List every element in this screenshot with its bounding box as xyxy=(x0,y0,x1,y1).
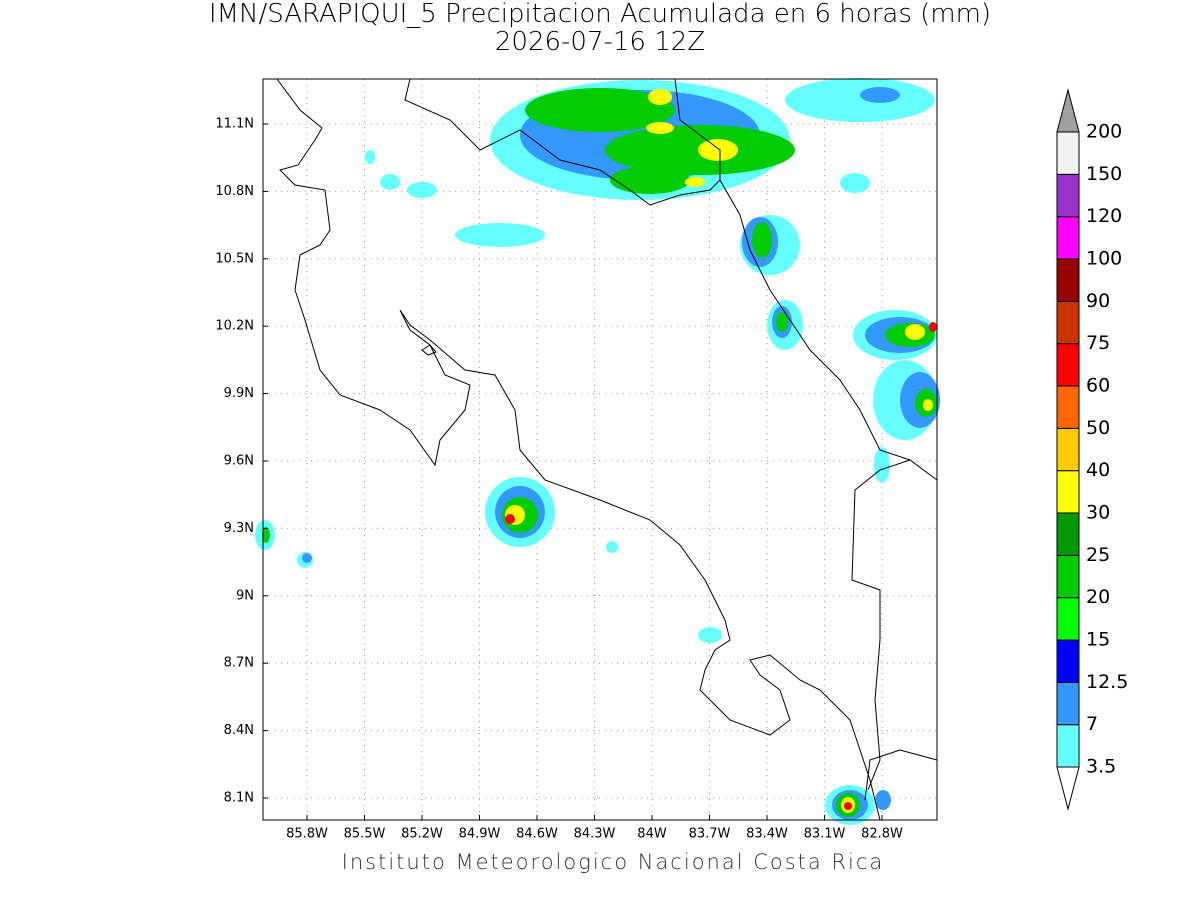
colorbar-segment xyxy=(1056,131,1080,175)
colorbar-label: 75 xyxy=(1086,332,1110,354)
y-tick-label: 9.3N xyxy=(224,521,254,536)
colorbar-segment xyxy=(1056,343,1080,387)
y-tick-label: 9.6N xyxy=(224,454,254,469)
colorbar-segment xyxy=(1056,724,1080,768)
x-tick-label: 83.4W xyxy=(746,827,788,842)
x-tick-label: 85.8W xyxy=(286,827,328,842)
y-tick-label: 9.9N xyxy=(224,386,254,401)
y-tick-label: 11.1N xyxy=(215,117,254,132)
colorbar-segment xyxy=(1056,554,1080,599)
colorbar-segment xyxy=(1056,173,1080,218)
x-tick-label: 84.6W xyxy=(516,827,558,842)
y-tick-label: 10.5N xyxy=(215,251,254,266)
x-tick-label: 84.3W xyxy=(574,827,616,842)
colorbar-segment xyxy=(1056,681,1080,726)
colorbar-segment xyxy=(1056,597,1080,641)
y-tick-label: 8.4N xyxy=(224,723,254,738)
colorbar-label: 200 xyxy=(1086,121,1122,143)
x-tick-label: 83.1W xyxy=(804,827,846,842)
colorbar-label: 50 xyxy=(1086,417,1110,439)
x-tick-label: 84W xyxy=(637,827,667,842)
colorbar-segment xyxy=(1056,470,1080,514)
x-tick-label: 85.5W xyxy=(344,827,386,842)
colorbar-label: 20 xyxy=(1086,586,1110,608)
colorbar-under xyxy=(1056,766,1080,811)
colorbar-segment xyxy=(1056,427,1080,472)
map-frame xyxy=(262,78,938,821)
x-tick-label: 82.8W xyxy=(861,827,903,842)
colorbar-segment xyxy=(1056,300,1080,345)
colorbar-segment xyxy=(1056,385,1080,429)
colorbar-label: 40 xyxy=(1086,459,1110,481)
colorbar-label: 30 xyxy=(1086,502,1110,524)
colorbar-over xyxy=(1056,88,1080,133)
title: IMN/SARAPIQUI_5 Precipitacion Acumulada … xyxy=(209,0,991,29)
colorbar-label: 12.5 xyxy=(1086,671,1128,693)
colorbar-label: 25 xyxy=(1086,544,1110,566)
x-tick-label: 85.2W xyxy=(401,827,443,842)
y-tick-label: 8.1N xyxy=(224,791,254,806)
colorbar-label: 150 xyxy=(1086,163,1122,185)
colorbar-label: 15 xyxy=(1086,629,1110,651)
colorbar-label: 120 xyxy=(1086,205,1122,227)
y-tick-label: 10.8N xyxy=(215,184,254,199)
colorbar-label: 7 xyxy=(1086,713,1098,735)
colorbar-segment xyxy=(1056,216,1080,260)
colorbar-segment xyxy=(1056,512,1080,556)
y-tick-label: 10.2N xyxy=(215,319,254,334)
y-tick-label: 9N xyxy=(236,588,254,603)
y-tick-label: 8.7N xyxy=(224,656,254,671)
colorbar-label: 90 xyxy=(1086,290,1110,312)
colorbar: 3.5 7 12.5 15 20 25 30 40 50 60 75 90 100 120 150 200 xyxy=(1056,88,1128,811)
footer: Instituto Meteorologico Nacional Costa R… xyxy=(342,850,885,874)
colorbar-label: 60 xyxy=(1086,375,1110,397)
x-tick-label: 84.9W xyxy=(459,827,501,842)
x-tick-label: 83.7W xyxy=(689,827,731,842)
coastline xyxy=(276,78,938,821)
colorbar-segment xyxy=(1056,258,1080,302)
colorbar-label: 3.5 xyxy=(1086,756,1116,778)
colorbar-label: 100 xyxy=(1086,248,1122,270)
subtitle: 2026-07-16 12Z xyxy=(495,27,705,57)
colorbar-segment xyxy=(1056,639,1080,683)
precipitation xyxy=(255,78,940,825)
